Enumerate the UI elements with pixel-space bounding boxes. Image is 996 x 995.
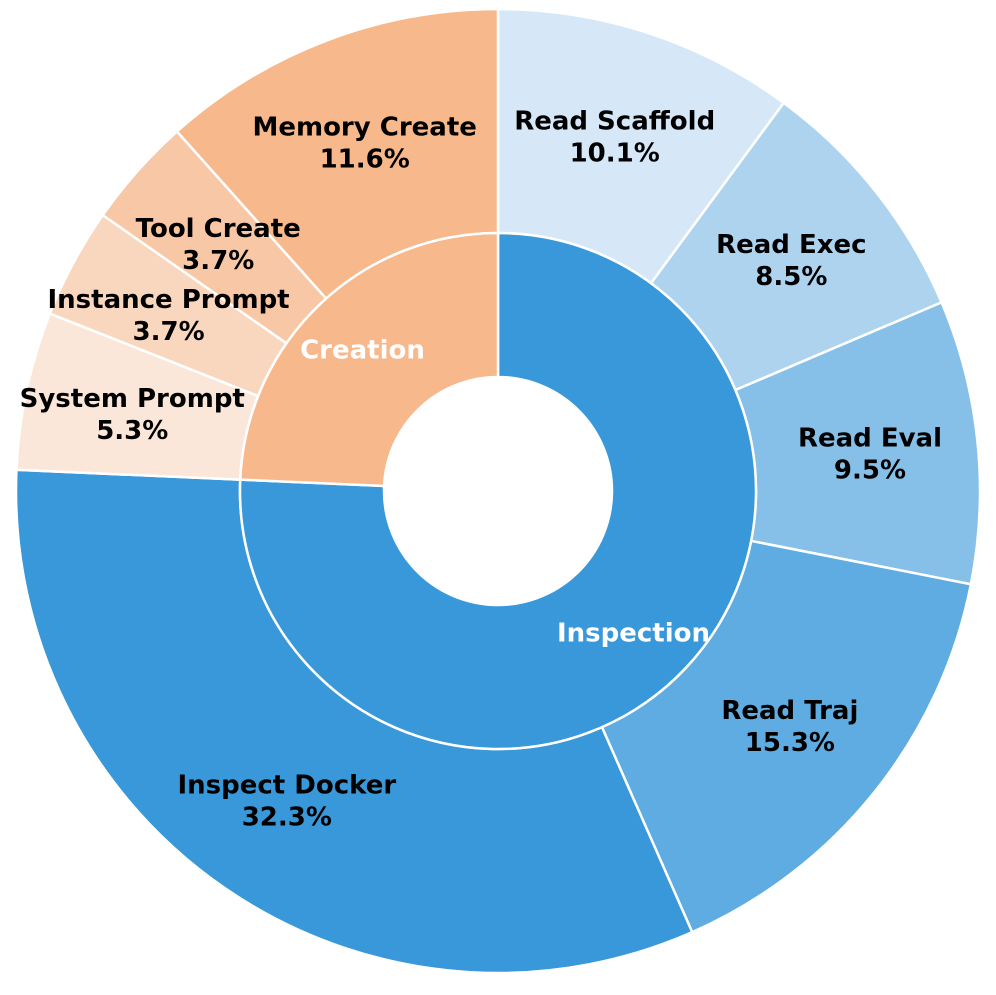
inner-ring	[238, 231, 758, 751]
inner-slice-inspection	[238, 231, 758, 751]
outer-label-read-exec: Read Exec	[716, 230, 866, 260]
outer-ring	[14, 7, 982, 975]
outer-label-read-traj: Read Traj	[721, 696, 858, 726]
outer-label-system-prompt: System Prompt	[20, 384, 245, 414]
outer-label-instance-prompt: Instance Prompt	[48, 285, 290, 315]
inner-slice-creation	[238, 231, 500, 488]
outer-pct-inspect-docker: 32.3%	[242, 803, 332, 833]
outer-label-read-scaffold: Read Scaffold	[514, 107, 715, 137]
outer-pct-read-eval: 9.5%	[834, 455, 906, 485]
outer-label-read-eval: Read Eval	[798, 423, 942, 453]
outer-label-inspect-docker: Inspect Docker	[177, 771, 396, 801]
outer-pct-read-scaffold: 10.1%	[570, 139, 660, 169]
outer-pct-read-exec: 8.5%	[755, 262, 827, 292]
outer-pct-memory-create: 11.6%	[320, 145, 410, 175]
outer-label-tool-create: Tool Create	[136, 214, 301, 244]
inner-ring-labels: Inspection Creation	[300, 335, 710, 648]
inner-label-creation: Creation	[300, 335, 425, 365]
outer-pct-system-prompt: 5.3%	[96, 416, 168, 446]
outer-label-memory-create: Memory Create	[252, 113, 476, 143]
outer-pct-tool-create: 3.7%	[182, 246, 254, 276]
inner-label-inspection: Inspection	[557, 619, 710, 649]
outer-pct-instance-prompt: 3.7%	[133, 317, 205, 347]
outer-pct-read-traj: 15.3%	[745, 728, 835, 758]
